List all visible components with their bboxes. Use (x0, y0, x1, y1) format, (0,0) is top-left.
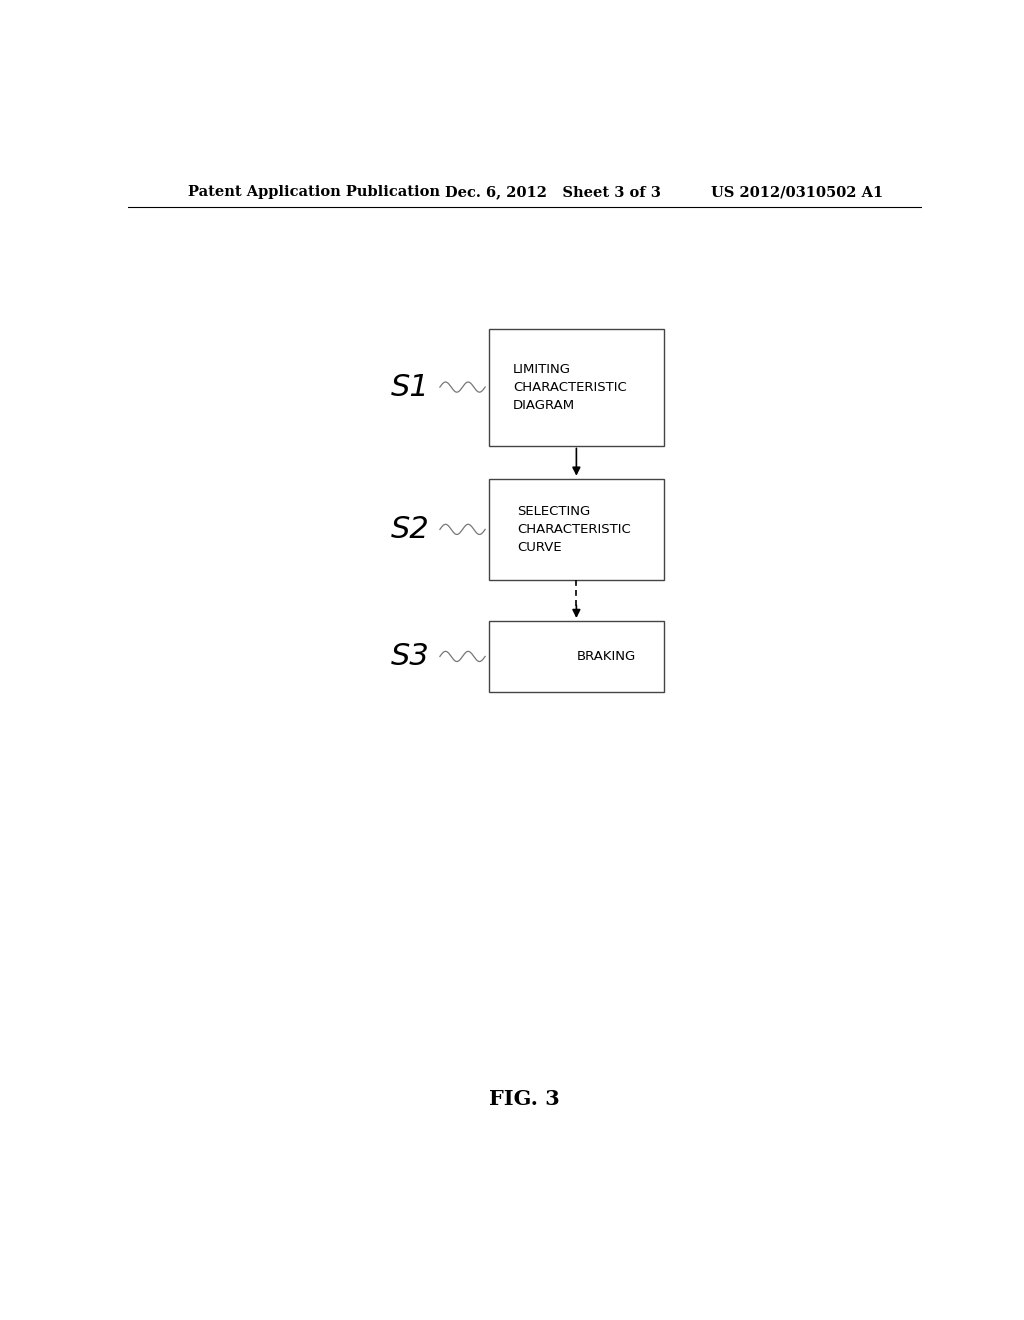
FancyBboxPatch shape (489, 329, 664, 446)
Text: S1: S1 (390, 372, 429, 401)
Text: SELECTING
CHARACTERISTIC
CURVE: SELECTING CHARACTERISTIC CURVE (517, 504, 631, 554)
Text: Dec. 6, 2012   Sheet 3 of 3: Dec. 6, 2012 Sheet 3 of 3 (445, 185, 662, 199)
Text: US 2012/0310502 A1: US 2012/0310502 A1 (712, 185, 884, 199)
FancyBboxPatch shape (489, 620, 664, 692)
Text: Patent Application Publication: Patent Application Publication (187, 185, 439, 199)
Text: LIMITING
CHARACTERISTIC
DIAGRAM: LIMITING CHARACTERISTIC DIAGRAM (513, 363, 627, 412)
Text: BRAKING: BRAKING (577, 649, 636, 663)
FancyBboxPatch shape (489, 479, 664, 581)
Text: S2: S2 (390, 515, 429, 544)
Text: FIG. 3: FIG. 3 (489, 1089, 560, 1109)
Text: S3: S3 (390, 642, 429, 671)
